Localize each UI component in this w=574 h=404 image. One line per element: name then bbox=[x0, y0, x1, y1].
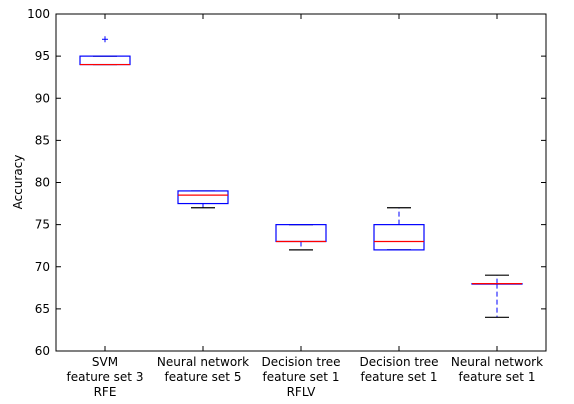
y-axis-label: Accuracy bbox=[11, 155, 25, 210]
box-group bbox=[373, 207, 425, 251]
y-tick-label: 100 bbox=[27, 7, 50, 21]
y-tick-label: 70 bbox=[35, 260, 50, 274]
x-tick-label-line: feature set 3 bbox=[67, 370, 144, 384]
x-tick-label-line: SVM bbox=[92, 355, 118, 369]
y-tick-label: 75 bbox=[35, 218, 50, 232]
x-tick-label-line: Neural network bbox=[451, 355, 543, 369]
x-tick-label: SVM feature set 3 RFE bbox=[67, 355, 144, 399]
box-group bbox=[79, 36, 131, 66]
x-tick-label-line: feature set 1 bbox=[263, 370, 340, 384]
x-tick-label-line: RFE bbox=[94, 385, 117, 399]
y-tick-label: 85 bbox=[35, 133, 50, 147]
x-tick-label: Decision tree feature set 1 RFLV bbox=[261, 355, 340, 399]
y-tick-label: 80 bbox=[35, 176, 50, 190]
x-tick-label-line: feature set 1 bbox=[459, 370, 536, 384]
box-group bbox=[471, 274, 523, 318]
y-tick-label: 90 bbox=[35, 91, 50, 105]
x-tick-label-line: Neural network bbox=[157, 355, 249, 369]
x-tick-label-line: feature set 1 bbox=[361, 370, 438, 384]
box-group bbox=[275, 224, 327, 251]
y-axis: 60 65 70 75 80 85 90 95 100 bbox=[27, 7, 546, 358]
x-tick-label-line: Decision tree bbox=[359, 355, 438, 369]
x-tick-label: Neural network feature set 1 bbox=[451, 355, 543, 384]
x-tick-label: Neural network feature set 5 bbox=[157, 355, 249, 384]
box-iqr bbox=[373, 224, 425, 251]
x-tick-label: Decision tree feature set 1 bbox=[359, 355, 438, 384]
x-tick-label-line: feature set 5 bbox=[165, 370, 242, 384]
x-tick-label-line: RFLV bbox=[287, 385, 317, 399]
box-plot-marks bbox=[79, 36, 523, 318]
y-tick-label: 95 bbox=[35, 49, 50, 63]
x-tick-label-line: Decision tree bbox=[261, 355, 340, 369]
y-tick-label: 65 bbox=[35, 302, 50, 316]
box-group bbox=[177, 190, 229, 209]
outlier-point bbox=[102, 36, 108, 43]
box-iqr bbox=[177, 190, 229, 205]
y-tick-label: 60 bbox=[35, 344, 50, 358]
